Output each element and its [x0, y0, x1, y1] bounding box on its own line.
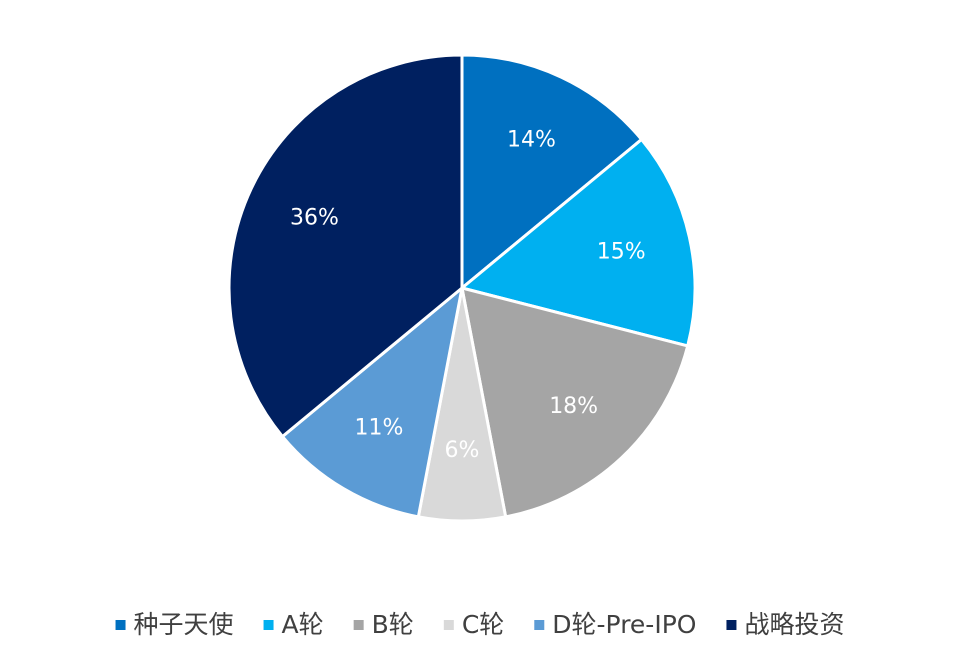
legend-swatch: [263, 620, 274, 630]
legend-label: 战略投资: [744, 610, 844, 639]
legend-swatch: [534, 620, 545, 630]
value-label: 6%: [445, 438, 480, 463]
pie-slice: [460, 53, 644, 292]
legend-swatch: [115, 620, 126, 630]
legend-label: C轮: [462, 610, 504, 639]
pie-slice: [460, 285, 690, 519]
value-label: 15%: [597, 239, 646, 264]
legend-label: 种子天使: [134, 610, 234, 639]
pie-slice: [280, 284, 465, 519]
legend-swatch: [443, 620, 454, 630]
legend-label: B轮: [372, 610, 414, 639]
legend-swatch: [726, 620, 737, 630]
pie-slice: [458, 137, 697, 348]
legend-label: A轮: [282, 610, 324, 639]
legend-swatch: [353, 620, 364, 630]
legend: 种子天使 A轮 B轮 C轮 D轮-Pre-IPO 战略投资: [115, 610, 844, 639]
value-label: 11%: [355, 415, 404, 440]
pie-slice: [227, 53, 464, 439]
value-label: 36%: [290, 206, 339, 231]
legend-label: D轮-Pre-IPO: [552, 610, 696, 639]
value-label: 14%: [507, 127, 556, 152]
value-label: 18%: [549, 394, 598, 419]
